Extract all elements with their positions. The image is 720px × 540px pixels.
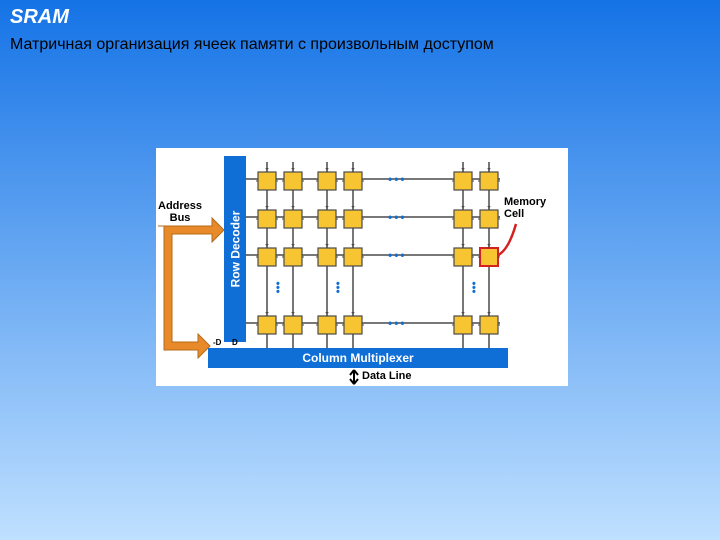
memory-cell — [316, 244, 338, 272]
subtitle: Матричная организация ячеек памяти с про… — [10, 36, 494, 54]
memory-cell — [256, 244, 278, 272]
ellipsis-v: ••• — [276, 282, 280, 294]
ellipsis-h: ••• — [388, 316, 407, 330]
neg-d-label: -D — [213, 338, 221, 347]
memory-cell — [452, 244, 474, 272]
memory-cell — [478, 206, 500, 234]
memory-cell — [256, 312, 278, 340]
memory-cell — [452, 168, 474, 196]
memory-cell — [478, 168, 500, 196]
memory-cell — [256, 168, 278, 196]
memory-cell — [342, 244, 364, 272]
memory-cell — [282, 244, 304, 272]
ellipsis-v: ••• — [472, 282, 476, 294]
memory-cell-label: Memory Cell — [504, 196, 546, 220]
memory-cell — [478, 312, 500, 340]
slide: SRAM Матричная организация ячеек памяти … — [0, 0, 720, 540]
ellipsis-v: ••• — [336, 282, 340, 294]
pos-d-label: D — [232, 338, 238, 347]
ellipsis-h: ••• — [388, 210, 407, 224]
ellipsis-h: ••• — [388, 172, 407, 186]
data-line-label: Data Line — [362, 370, 412, 382]
memory-cell — [316, 168, 338, 196]
memory-cell — [316, 312, 338, 340]
ellipsis-h: ••• — [388, 248, 407, 262]
memory-cell — [342, 312, 364, 340]
memory-cell — [452, 206, 474, 234]
memory-cell — [452, 312, 474, 340]
memory-cell — [282, 312, 304, 340]
memory-cell — [256, 206, 278, 234]
memory-cell — [342, 206, 364, 234]
memory-cell — [282, 168, 304, 196]
memory-cell — [282, 206, 304, 234]
memory-cell — [478, 244, 500, 272]
data-line-arrow — [344, 368, 364, 386]
page-title: SRAM — [10, 6, 69, 29]
memory-cell — [342, 168, 364, 196]
memory-cell — [316, 206, 338, 234]
